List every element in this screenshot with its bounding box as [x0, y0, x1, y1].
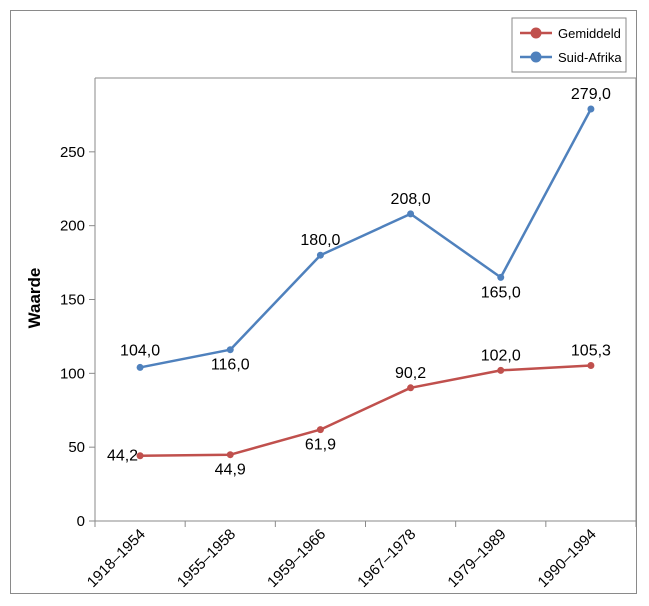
series-suid-afrika: 104,0 116,0 180,0 208,0 165,0 279,0: [120, 86, 611, 374]
data-point: [587, 105, 595, 113]
data-label: 180,0: [300, 232, 340, 249]
axes: 0 50 100 150 200 250 1918–1954 1955–1958 1959–19…: [60, 77, 637, 591]
data-label: 104,0: [120, 342, 160, 359]
data-point: [587, 362, 595, 370]
y-axis-title: Waarde: [25, 268, 44, 329]
data-point: [136, 452, 144, 460]
x-tick-label: 1967–1978: [354, 526, 419, 591]
data-label: 116,0: [211, 357, 250, 374]
series-gemiddeld: 44,2 44,9 61,9 90,2 102,0 105,3: [107, 343, 611, 479]
x-tick-label: 1959–1966: [264, 526, 329, 591]
y-tick-label: 250: [60, 144, 85, 161]
data-point: [136, 363, 144, 371]
y-tick-label: 200: [60, 218, 85, 235]
data-label: 279,0: [571, 86, 611, 103]
data-point: [316, 426, 324, 434]
x-tick-label: 1955–1958: [174, 526, 239, 591]
data-label: 44,2: [107, 448, 138, 465]
data-point: [497, 273, 505, 281]
legend-label: Gemiddeld: [558, 26, 621, 41]
chart-frame: [10, 10, 637, 594]
data-point: [226, 451, 234, 459]
legend-marker: [530, 27, 542, 39]
data-point: [226, 346, 234, 354]
data-label: 105,3: [571, 343, 611, 360]
data-label: 165,0: [481, 284, 521, 301]
data-point: [407, 384, 415, 392]
y-tick-label: 100: [60, 365, 85, 382]
data-point: [407, 210, 415, 218]
x-tick-label: 1990–1994: [535, 526, 600, 591]
series-line: [140, 364, 591, 457]
data-label: 61,9: [305, 437, 336, 454]
series-line: [139, 108, 593, 369]
data-label: 44,9: [215, 462, 246, 479]
y-tick-label: 0: [77, 513, 85, 530]
series-layer: 44,2 44,9 61,9 90,2 102,0 105,3 104,0 116,0 180,…: [107, 86, 611, 479]
legend-label: Suid-Afrika: [558, 50, 622, 65]
legend-item: Suid-Afrika: [520, 50, 622, 65]
legend-box: [511, 17, 627, 73]
legend-item: Gemiddeld: [520, 26, 621, 41]
x-tick-label: 1979–1989: [444, 526, 509, 591]
y-tick-label: 50: [68, 439, 85, 456]
y-tick-label: 150: [60, 292, 85, 309]
data-label: 90,2: [395, 365, 426, 382]
legend-marker: [530, 51, 542, 63]
data-point: [316, 251, 324, 259]
data-point: [497, 366, 505, 374]
legend: Gemiddeld Suid-Afrika: [511, 17, 627, 73]
data-label: 102,0: [481, 347, 521, 364]
data-label: 208,0: [391, 191, 431, 208]
x-tick-label: 1918–1954: [84, 526, 149, 591]
